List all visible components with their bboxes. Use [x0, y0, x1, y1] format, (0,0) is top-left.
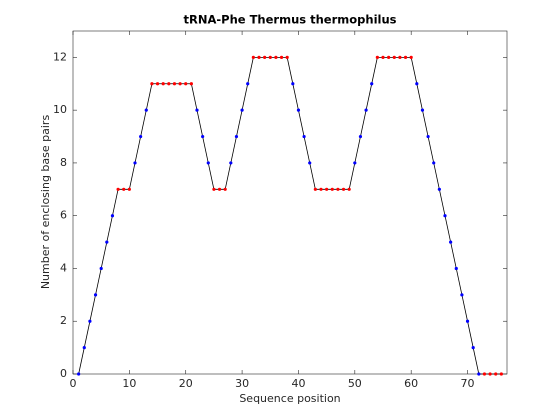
- point: [494, 372, 498, 376]
- point: [409, 55, 413, 59]
- y-tick-label: 10: [53, 103, 67, 116]
- point: [488, 372, 492, 376]
- point: [184, 82, 188, 86]
- point: [223, 187, 227, 191]
- point: [465, 319, 470, 323]
- point: [144, 108, 148, 112]
- point: [229, 161, 233, 165]
- point: [375, 55, 379, 59]
- point: [499, 372, 503, 376]
- point: [420, 108, 425, 112]
- point: [449, 240, 453, 244]
- point: [274, 55, 278, 59]
- point: [172, 82, 177, 86]
- point: [212, 187, 216, 191]
- point: [415, 82, 419, 86]
- point: [370, 82, 374, 86]
- point: [387, 55, 391, 59]
- point: [139, 134, 143, 139]
- x-tick-label: 40: [291, 377, 305, 390]
- point: [133, 161, 137, 165]
- point: [127, 187, 131, 191]
- point: [296, 108, 301, 112]
- x-tick-label: 0: [70, 377, 77, 390]
- x-tick-label: 30: [235, 377, 249, 390]
- point: [471, 346, 475, 350]
- point: [319, 187, 323, 191]
- point: [122, 187, 126, 191]
- point: [246, 82, 250, 86]
- point: [189, 82, 193, 86]
- y-tick-label: 12: [53, 50, 67, 63]
- point: [426, 134, 430, 139]
- point: [268, 55, 272, 59]
- point: [477, 372, 481, 376]
- x-axis-label: Sequence position: [239, 392, 340, 405]
- x-tick-label: 10: [122, 377, 136, 390]
- y-tick-label: 4: [60, 261, 67, 274]
- point: [93, 293, 98, 297]
- point: [251, 55, 255, 59]
- point: [161, 82, 165, 86]
- point: [403, 55, 408, 59]
- point: [285, 55, 289, 59]
- x-tick-label: 20: [179, 377, 193, 390]
- point: [313, 187, 317, 191]
- x-tick-label: 70: [461, 377, 475, 390]
- point: [82, 346, 86, 350]
- y-tick-label: 6: [60, 209, 67, 222]
- point: [336, 187, 340, 191]
- point: [279, 55, 284, 59]
- line: [78, 56, 502, 375]
- point: [263, 55, 267, 59]
- point: [234, 134, 239, 139]
- point: [217, 187, 222, 191]
- point: [347, 187, 351, 191]
- point: [341, 187, 346, 191]
- point: [257, 55, 261, 59]
- point: [432, 161, 436, 165]
- y-tick-label: 8: [60, 156, 67, 169]
- point: [358, 134, 363, 139]
- x-tick-label: 50: [348, 377, 362, 390]
- point: [178, 82, 182, 86]
- point: [116, 187, 120, 191]
- point: [240, 108, 244, 112]
- x-tick-label: 60: [404, 377, 418, 390]
- axes-box: [72, 30, 508, 375]
- point: [381, 55, 385, 59]
- point: [443, 214, 447, 218]
- chart-title: tRNA-Phe Thermus thermophilus: [184, 13, 397, 27]
- point: [291, 82, 295, 86]
- y-axis-label: Number of enclosing base pairs: [39, 115, 52, 290]
- point: [167, 82, 171, 86]
- point: [398, 55, 402, 59]
- y-tick-label: 2: [60, 314, 67, 327]
- point: [353, 161, 357, 165]
- point: [460, 293, 464, 297]
- point: [195, 108, 199, 112]
- point: [201, 134, 205, 139]
- point: [302, 134, 306, 139]
- point: [308, 161, 312, 165]
- point: [330, 187, 334, 191]
- point: [110, 214, 115, 218]
- point: [482, 372, 487, 376]
- point: [88, 319, 92, 323]
- y-tick-label: 0: [60, 367, 67, 380]
- point: [325, 187, 329, 191]
- point: [437, 187, 441, 191]
- point: [155, 82, 160, 86]
- point: [99, 266, 103, 271]
- point: [77, 372, 81, 376]
- point: [392, 55, 396, 59]
- point: [105, 240, 109, 244]
- point: [150, 82, 154, 86]
- point: [364, 108, 368, 112]
- point: [454, 266, 458, 271]
- point: [206, 161, 210, 165]
